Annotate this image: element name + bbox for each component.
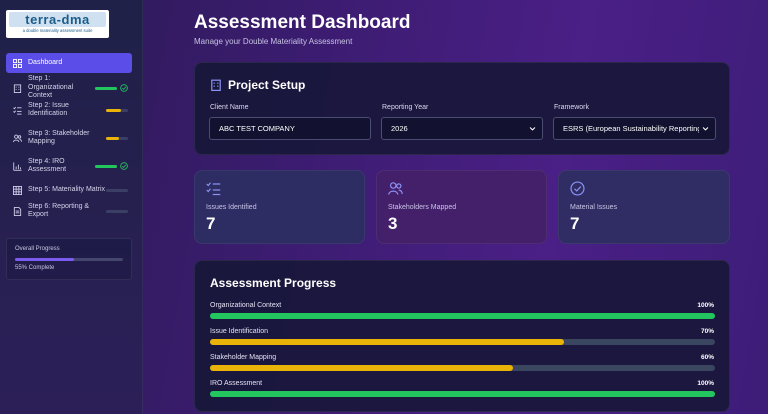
overall-progress-card: Overall Progress 55% Complete bbox=[6, 238, 132, 280]
sidebar-item-step-5[interactable]: Step 5: Materiality Matrix bbox=[6, 183, 132, 197]
overall-progress-title: Overall Progress bbox=[15, 246, 60, 252]
checklist-icon bbox=[206, 181, 221, 196]
stat-card-material-issues: Material Issues 7 bbox=[558, 170, 730, 244]
building-icon bbox=[12, 83, 22, 93]
sidebar-item-step-3[interactable]: Step 3: Stakeholder Mapping bbox=[6, 127, 132, 149]
sidebar: terra-dma a double materiality assessmen… bbox=[0, 0, 143, 414]
check-circle-icon bbox=[120, 162, 128, 170]
progress-row-percent: 60% bbox=[700, 354, 714, 361]
progress-row-label: Stakeholder Mapping bbox=[210, 354, 277, 361]
check-circle-icon bbox=[570, 181, 585, 196]
step-progress-bar bbox=[106, 136, 128, 140]
logo-tagline: a double materiality assessment suite bbox=[22, 28, 93, 33]
progress-row-percent: 100% bbox=[697, 380, 714, 387]
grid-icon bbox=[12, 185, 22, 195]
check-circle-icon bbox=[120, 84, 128, 92]
client-name-label: Client Name bbox=[210, 104, 249, 111]
app-logo[interactable]: terra-dma a double materiality assessmen… bbox=[6, 10, 109, 38]
stat-card-stakeholders: Stakeholders Mapped 3 bbox=[376, 170, 547, 244]
step-progress-bar bbox=[106, 108, 128, 112]
stat-label: Stakeholders Mapped bbox=[388, 204, 457, 211]
sidebar-item-label: Step 6: Reporting & Export bbox=[28, 202, 90, 219]
users-icon bbox=[12, 133, 22, 143]
page-subtitle: Manage your Double Materiality Assessmen… bbox=[194, 37, 353, 46]
assessment-progress-card: Assessment Progress Organizational Conte… bbox=[194, 260, 730, 412]
document-icon bbox=[12, 206, 22, 216]
logo-title: terra-dma bbox=[9, 12, 106, 27]
reporting-year-label: Reporting Year bbox=[382, 104, 429, 111]
stat-value: 7 bbox=[570, 214, 580, 233]
client-name-value: ABC TEST COMPANY bbox=[219, 124, 295, 133]
project-setup-title-text: Project Setup bbox=[228, 78, 306, 92]
sidebar-item-step-4[interactable]: Step 4: IRO Assessment bbox=[6, 155, 132, 177]
step-progress-bar bbox=[106, 209, 128, 213]
step-progress-bar bbox=[95, 164, 117, 168]
checklist-icon bbox=[12, 105, 22, 115]
bar-chart-icon bbox=[12, 161, 22, 171]
progress-row-label: IRO Assessment bbox=[210, 380, 263, 387]
sidebar-item-label: Step 1: Organizational Context bbox=[28, 75, 74, 100]
users-icon bbox=[388, 181, 403, 196]
framework-label: Framework bbox=[554, 104, 590, 111]
overall-progress-bar bbox=[15, 258, 123, 261]
framework-value: ESRS (European Sustainability Reporting … bbox=[563, 124, 699, 133]
sidebar-item-label: Step 4: IRO Assessment bbox=[28, 157, 67, 174]
framework-select[interactable]: ESRS (European Sustainability Reporting … bbox=[553, 117, 716, 140]
step-progress-bar bbox=[106, 188, 128, 192]
dashboard-icon bbox=[12, 58, 22, 68]
progress-row-bar bbox=[210, 365, 715, 371]
sidebar-item-dashboard[interactable]: Dashboard bbox=[6, 53, 132, 73]
step-progress-bar bbox=[95, 86, 117, 90]
progress-row-bar bbox=[210, 391, 715, 397]
progress-row-percent: 70% bbox=[700, 328, 714, 335]
sidebar-item-label: Dashboard bbox=[28, 58, 63, 66]
project-setup-card: Project Setup Client Name ABC TEST COMPA… bbox=[194, 62, 730, 155]
page-title: Assessment Dashboard bbox=[194, 12, 411, 33]
stat-value: 3 bbox=[388, 214, 398, 233]
progress-row-label: Organizational Context bbox=[210, 302, 282, 309]
sidebar-item-step-6[interactable]: Step 6: Reporting & Export bbox=[6, 202, 132, 219]
sidebar-item-label: Step 2: Issue Identification bbox=[28, 101, 69, 118]
overall-progress-label: 55% Complete bbox=[15, 265, 55, 271]
assessment-progress-title: Assessment Progress bbox=[210, 276, 337, 290]
stat-value: 7 bbox=[206, 214, 216, 233]
sidebar-item-step-2[interactable]: Step 2: Issue Identification bbox=[6, 101, 132, 118]
sidebar-item-step-1[interactable]: Step 1: Organizational Context bbox=[6, 75, 132, 100]
client-name-input[interactable]: ABC TEST COMPANY bbox=[209, 117, 371, 140]
project-setup-title: Project Setup bbox=[210, 78, 305, 92]
stat-card-issues: Issues Identified 7 bbox=[194, 170, 365, 244]
chevron-down-icon bbox=[529, 125, 536, 134]
progress-row-label: Issue Identification bbox=[210, 328, 268, 335]
chevron-down-icon bbox=[702, 125, 709, 134]
sidebar-item-label: Step 3: Stakeholder Mapping bbox=[28, 129, 90, 146]
sidebar-nav: Dashboard Step 1: Organizational Context… bbox=[6, 53, 132, 218]
building-icon bbox=[210, 79, 222, 91]
stat-label: Material Issues bbox=[570, 204, 618, 211]
progress-row-bar bbox=[210, 313, 715, 319]
progress-row-percent: 100% bbox=[697, 302, 714, 309]
reporting-year-value: 2026 bbox=[391, 124, 408, 133]
reporting-year-select[interactable]: 2026 bbox=[381, 117, 543, 140]
progress-row-bar bbox=[210, 339, 715, 345]
stat-label: Issues Identified bbox=[206, 204, 257, 211]
sidebar-item-label: Step 5: Materiality Matrix bbox=[28, 185, 106, 193]
